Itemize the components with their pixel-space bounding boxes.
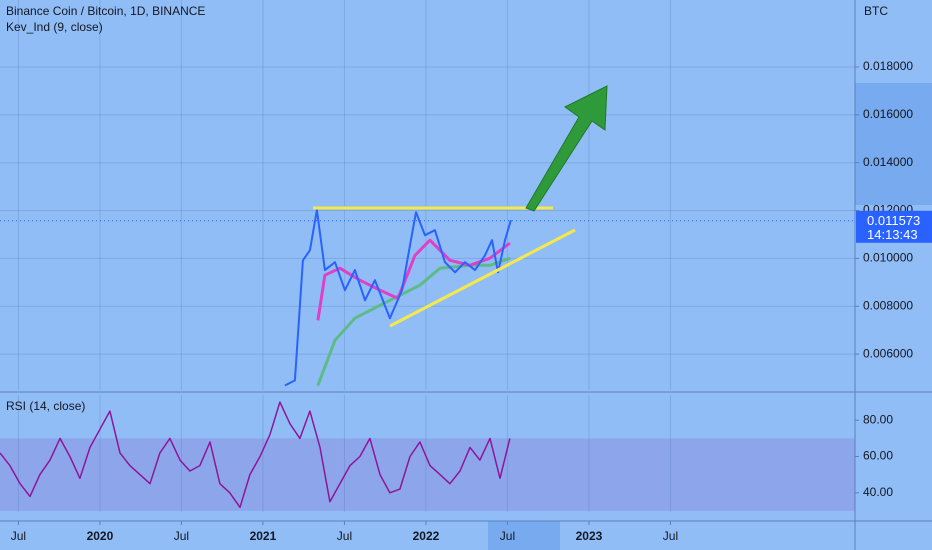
axis-unit: BTC xyxy=(864,4,888,18)
y-tick-label: 0.018000 xyxy=(863,59,913,73)
x-tick-label: Jul xyxy=(500,529,515,543)
series-line xyxy=(316,256,511,387)
axis-highlight xyxy=(488,521,560,550)
y-tick-label: 80.00 xyxy=(863,412,893,426)
indicator-label: Kev_Ind (9, close) xyxy=(6,20,103,34)
y-tick-label: 0.014000 xyxy=(863,155,913,169)
arrow xyxy=(525,85,608,212)
series-line xyxy=(0,401,511,509)
series-line xyxy=(284,209,512,387)
price-tag xyxy=(856,210,932,243)
y-tick-label: 40.00 xyxy=(863,485,893,499)
pane xyxy=(0,395,855,512)
y-tick-label: 0.010000 xyxy=(863,251,913,265)
x-tick-label: Jul xyxy=(174,529,189,543)
pane xyxy=(0,0,855,390)
rsi-band xyxy=(0,438,855,511)
x-tick-label: 2020 xyxy=(87,529,114,543)
x-tick-label: Jul xyxy=(11,529,26,543)
y-tick-label: 0.006000 xyxy=(863,346,913,360)
x-tick-label: 2023 xyxy=(576,529,603,543)
x-tick-label: 2022 xyxy=(413,529,440,543)
price-tag-value: 0.011573 xyxy=(867,213,920,228)
y-tick-label: 0.016000 xyxy=(863,107,913,121)
price-tag-countdown: 14:13:43 xyxy=(867,227,918,242)
x-tick-label: Jul xyxy=(337,529,352,543)
y-tick-label: 60.00 xyxy=(863,449,893,463)
x-tick-label: 2021 xyxy=(250,529,277,543)
x-tick-label: Jul xyxy=(663,529,678,543)
axis-highlight xyxy=(855,83,932,205)
rsi-title: RSI (14, close) xyxy=(6,399,85,413)
support-line xyxy=(389,228,576,328)
chart-title: Binance Coin / Bitcoin, 1D, BINANCE xyxy=(6,4,205,18)
y-tick-label: 0.008000 xyxy=(863,298,913,312)
